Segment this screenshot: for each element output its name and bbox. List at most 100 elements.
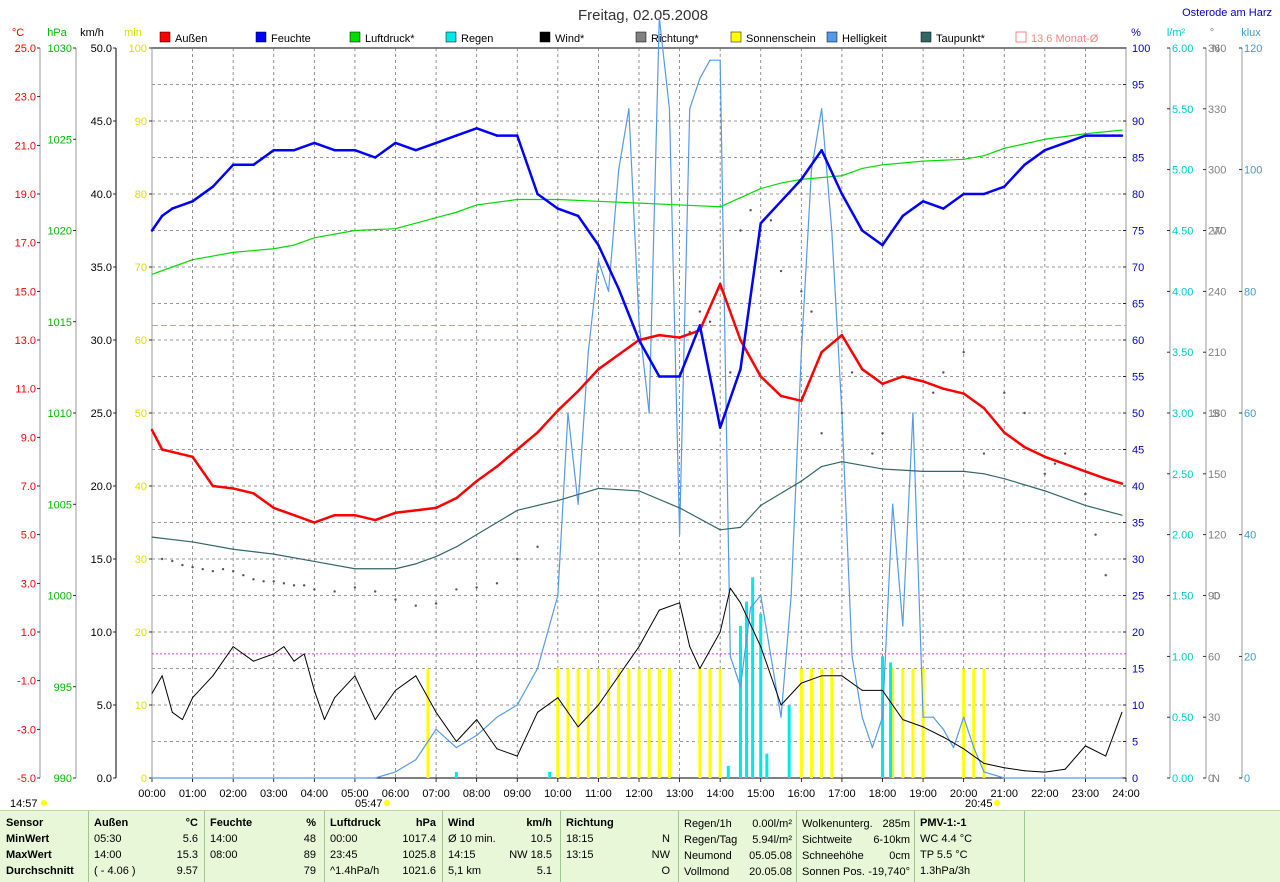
luftdruck-segment (1003, 138, 1046, 149)
au-en-segment (1104, 477, 1124, 485)
temp-tick-label: 15.0 (15, 286, 36, 298)
richtung-point (840, 411, 844, 415)
sonnenschein-bar (637, 668, 641, 778)
taupunkt-segment (273, 553, 315, 563)
legend-label: Feuchte (271, 33, 311, 45)
series-feuchte (150, 127, 1124, 429)
au-en-segment (698, 282, 722, 332)
stat-value: -19,740° (868, 866, 910, 878)
helligkeit-segment (932, 716, 944, 730)
au-en-segment (414, 506, 438, 512)
wind-segment (638, 609, 660, 648)
luftdruck-segment (191, 251, 234, 261)
temp-tick-label: 7.0 (21, 481, 36, 493)
regen-bar (889, 662, 893, 778)
legend-swatch (159, 31, 171, 43)
stats-row-labels: Sensor MinWert MaxWert Durchschnitt (6, 815, 86, 881)
wind-segment (435, 711, 457, 742)
taupunkt-segment (638, 490, 681, 509)
richtung-point (394, 598, 397, 601)
taupunkt-segment (719, 526, 742, 531)
humidity-tick-label: 70 (1132, 262, 1144, 274)
direction-tick-label: 330 (1208, 104, 1226, 116)
humidity-tick-label: 45 (1132, 445, 1144, 457)
wind-segment (618, 646, 640, 677)
helligkeit-segment (841, 412, 853, 657)
sonnenschein-bar (830, 668, 834, 778)
au-en-segment (160, 448, 174, 454)
stat-label: Vollmond (684, 866, 730, 878)
regen-bar (751, 577, 755, 778)
wind-segment (1105, 711, 1123, 757)
wind-segment (496, 748, 518, 757)
taupunkt-segment (739, 504, 762, 528)
sonnenschein-bar (982, 668, 986, 778)
helligkeit-segment (800, 169, 813, 353)
au-en-segment (211, 484, 235, 490)
light-tick-label: 60 (1244, 408, 1256, 420)
richtung-point (769, 219, 773, 222)
temp-tick-label: 17.0 (15, 238, 36, 250)
taupunkt-segment (841, 461, 884, 470)
au-en-segment (759, 375, 783, 398)
sun-tick-label: 40 (135, 481, 147, 493)
stat-value: 05.05.08 (749, 850, 792, 862)
wind-tick-label: 30.0 (91, 335, 112, 347)
stats-feuchte: Feuchte% 14:00 48 08:00 89 79 (210, 815, 316, 881)
light-axis-unit: klux (1241, 27, 1261, 39)
taupunkt-segment (191, 541, 234, 550)
x-tick-label: 24:00 (1112, 788, 1140, 800)
wind-segment (942, 736, 965, 750)
taupunkt-segment (435, 546, 457, 558)
sonnenschein-bar (809, 668, 813, 778)
legend-label: Helligkeit (842, 33, 887, 45)
legend-swatch (255, 31, 267, 43)
helligkeit-segment (729, 655, 742, 688)
helligkeit-segment (374, 771, 397, 779)
au-en-segment (231, 487, 255, 495)
humidity-tick-label: 75 (1132, 226, 1144, 238)
taupunkt-segment (1084, 504, 1123, 516)
au-en-segment (434, 496, 458, 510)
stat-unit: km/h (526, 817, 552, 829)
helligkeit-segment (689, 77, 701, 110)
rain-tick-label: 1.50 (1172, 591, 1193, 603)
legend: Außen Feuchte Luftdruck* Regen Wind* Richtung… (159, 31, 1099, 45)
sonnenschein-bar (617, 668, 621, 778)
au-en-segment (313, 513, 336, 524)
luftdruck-segment (678, 204, 721, 208)
au-en-segment (1043, 455, 1067, 466)
sonnenschein-bar (799, 668, 803, 778)
feuchte-segment (414, 141, 438, 152)
helligkeit-segment (628, 108, 640, 323)
taupunkt-segment (1003, 478, 1046, 492)
richtung-point (414, 604, 417, 607)
legend-label: Außen (175, 33, 207, 45)
stat-title: Richtung (566, 817, 614, 829)
au-en-segment (962, 392, 986, 410)
x-tick-label: 12:00 (625, 788, 653, 800)
rain-tick-label: 0.50 (1172, 712, 1193, 724)
sonnenschein-bar (607, 668, 611, 778)
series-layer (150, 16, 1126, 779)
stats-wind: Wind km/h Ø 10 min. 10.5 14:15 NW 18.5 5,1 … (448, 815, 552, 881)
stats-richtung: Richtung 18:15 N 13:15 NW O (566, 815, 670, 881)
humidity-tick-label: 40 (1132, 481, 1144, 493)
taupunkt-segment (678, 507, 721, 531)
regen-bar (548, 771, 552, 778)
stat-label: Regen/Tag (684, 834, 738, 846)
legend-label: Wind* (555, 33, 585, 45)
helligkeit-segment (952, 716, 965, 749)
temp-tick-label: 1.0 (21, 627, 36, 639)
stat-value: WC 4.4 °C (920, 833, 973, 845)
rain-tick-label: 4.50 (1172, 226, 1193, 238)
au-en-segment (820, 333, 844, 354)
x-tick-label: 05:00 (341, 788, 369, 800)
au-en-segment (1023, 445, 1047, 459)
sun-tick-label: 60 (135, 335, 147, 347)
series-richtung (160, 209, 1107, 607)
temp-axis-unit: °C (12, 27, 24, 39)
taupunkt-segment (455, 534, 478, 548)
stat-label: Sichtweite (802, 834, 853, 846)
pressure-tick-label: 990 (54, 773, 72, 785)
